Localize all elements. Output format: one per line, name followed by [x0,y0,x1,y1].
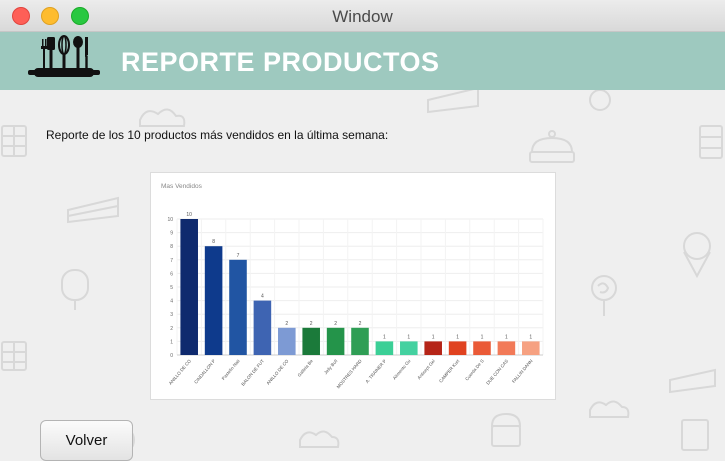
bar [229,260,247,355]
category-label: FALLIN DANN [511,358,533,383]
page-title: REPORTE PRODUCTOS [121,47,440,78]
bar [522,341,540,355]
bar-value-label: 7 [237,253,240,259]
kitchen-utensils-icon [28,35,100,85]
bar [180,219,198,355]
bar [254,301,272,355]
category-label: A. TRAINER P [364,358,387,384]
category-label: ANILLO DE CO [168,358,192,386]
category-label: Galleta Be [297,358,315,378]
category-label: MOSTRES HARD [336,358,364,390]
y-tick-label: 6 [170,271,173,277]
category-label: CINDALLON P [193,358,216,384]
bar [327,328,345,355]
y-tick-label: 7 [170,258,173,264]
bar-value-label: 8 [212,239,215,245]
bar [302,328,320,355]
category-label: ANILLO DE CO [265,358,289,386]
bar [376,341,394,355]
bar-value-label: 1 [529,334,532,340]
category-label: Antisept Gel [416,358,436,380]
category-label: Cuerda De S [464,358,485,381]
bar [351,328,369,355]
category-label: CAMPER Kurt [438,358,461,384]
window-title: Window [0,7,725,27]
bar [473,341,491,355]
bar-value-label: 1 [505,334,508,340]
bar-value-label: 2 [310,321,313,327]
chart-card: Mas Vendidos 0 1 2 3 4 5 6 7 8 9 10 10 ANILLO DE CO 8… [150,172,556,400]
y-tick-label: 3 [170,312,173,318]
bar-value-label: 1 [481,334,484,340]
bar-value-label: 10 [186,212,192,218]
chart-title: Mas Vendidos [161,183,203,190]
bar-value-label: 2 [285,321,288,327]
report-description: Reporte de los 10 productos más vendidos… [46,128,388,142]
y-tick-label: 5 [170,285,173,291]
bar [498,341,516,355]
bar [400,341,418,355]
bar [205,246,223,355]
bar-value-label: 1 [383,334,386,340]
bar [449,341,467,355]
bar-value-label: 1 [407,334,410,340]
y-tick-label: 9 [170,231,173,237]
bar-value-label: 2 [359,321,362,327]
category-label: BALON DE FUT [240,358,265,386]
category-label: DUE CON CAS [485,358,509,385]
bar-value-label: 1 [456,334,459,340]
y-tick-label: 0 [170,353,173,359]
bar-chart: Mas Vendidos 0 1 2 3 4 5 6 7 8 9 10 10 ANILLO DE CO 8… [151,173,555,399]
header-band: REPORTE PRODUCTOS [0,32,725,90]
y-tick-label: 8 [170,244,173,250]
bar-value-label: 2 [334,321,337,327]
y-tick-label: 1 [170,339,173,345]
category-label: Jelly Boll [323,358,338,375]
category-label: Alimento Gu [392,358,412,381]
y-tick-label: 4 [170,299,173,305]
title-bar: Window [0,0,725,32]
y-tick-label: 10 [167,217,173,223]
bar [278,328,296,355]
category-label: Pastelin Nati [221,358,241,381]
back-button[interactable]: Volver [40,420,133,461]
bar-value-label: 1 [432,334,435,340]
y-tick-label: 2 [170,326,173,332]
bar-value-label: 4 [261,294,264,300]
bar [424,341,442,355]
